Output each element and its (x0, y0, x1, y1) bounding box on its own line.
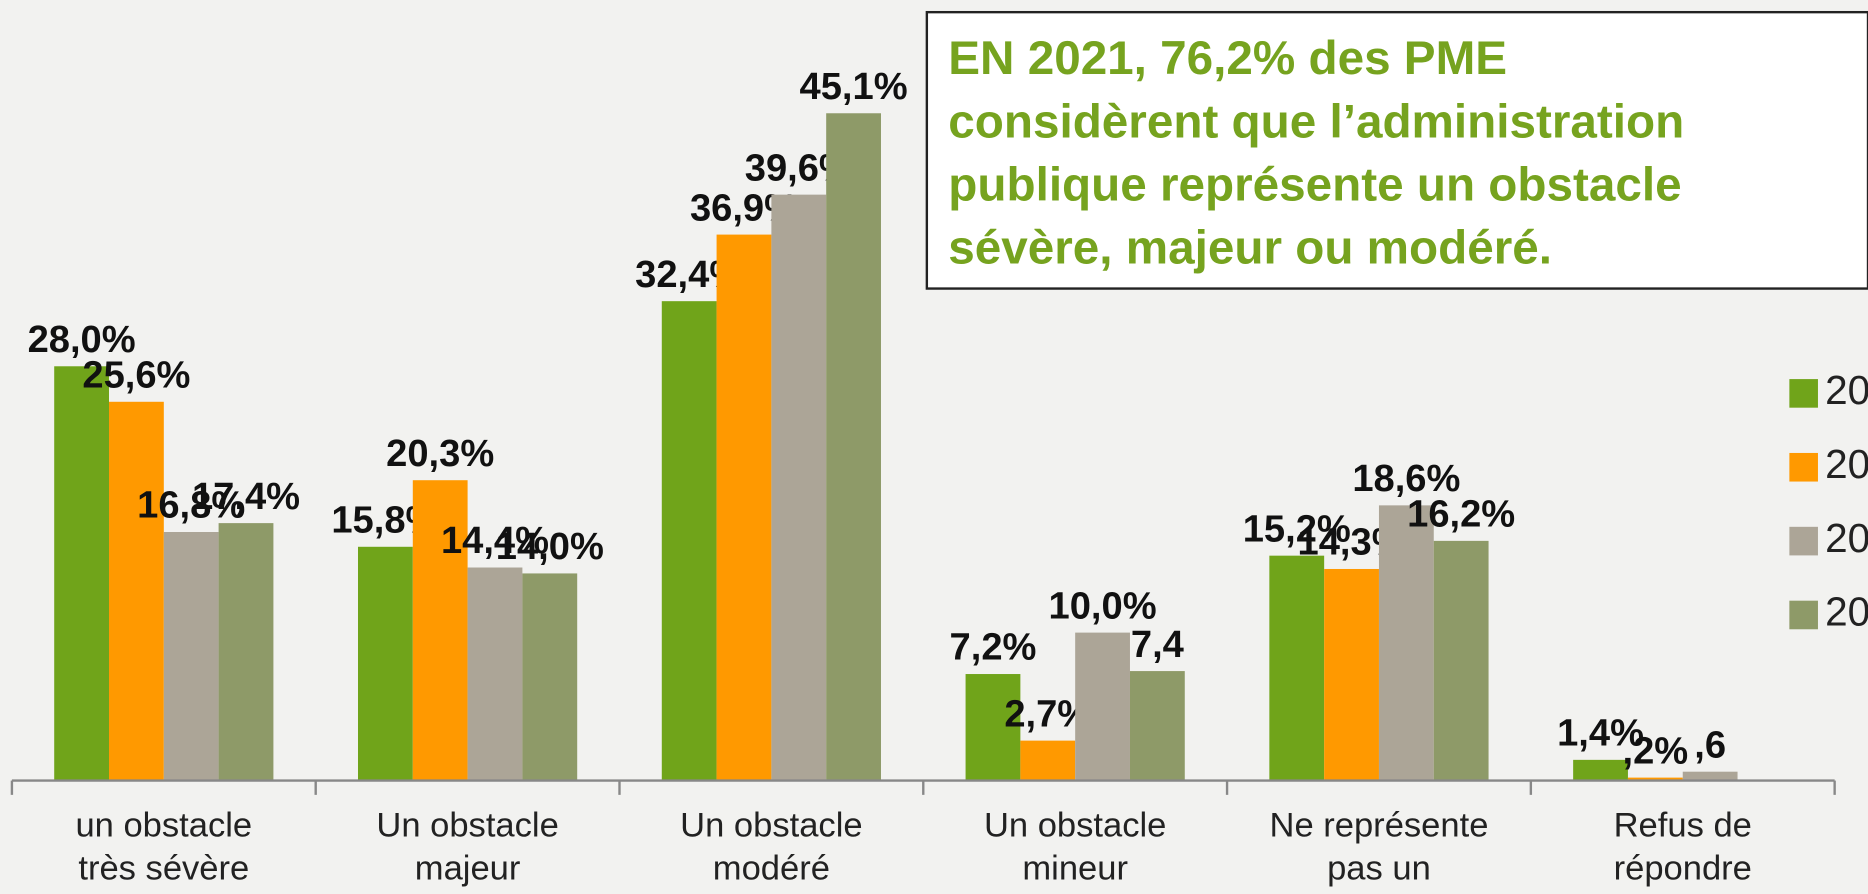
data-label: 28,0% (28, 318, 136, 361)
bar (54, 366, 110, 781)
bar (163, 531, 219, 781)
bar (716, 234, 772, 781)
bar (109, 401, 164, 781)
bar (522, 573, 578, 781)
bar (771, 194, 827, 781)
annotation-box (925, 10, 1868, 290)
bar (1627, 777, 1683, 781)
data-label: 14,4% (441, 519, 549, 562)
data-label: ,6 (1694, 723, 1726, 766)
data-label: 16,8% (137, 484, 245, 527)
data-label: 7,4 (1131, 623, 1184, 666)
bar (1129, 671, 1185, 781)
data-label: ,2% (1623, 729, 1689, 772)
bar (1075, 632, 1130, 781)
data-label: 20,3% (386, 432, 494, 475)
x-tick-label-box: Un obstacle majeur (376, 806, 559, 888)
bar (467, 567, 523, 781)
data-label: 18,6% (1352, 457, 1460, 500)
legend-label: 2019 (1825, 515, 1868, 561)
data-label: 25,6% (82, 353, 190, 396)
data-label: 16,2% (1407, 493, 1515, 536)
legend-swatch (1789, 379, 1818, 408)
legend-swatch (1789, 452, 1818, 482)
legend-swatch (1789, 526, 1818, 556)
bar (1269, 555, 1325, 781)
annotation-line: publique représente un obstacle (948, 158, 1681, 211)
x-tick-label: Ne représente pas un obstacle (1269, 806, 1489, 894)
data-label: 10,0% (1049, 584, 1157, 627)
data-label: 1,4% (1557, 712, 1644, 755)
legend-swatch (1789, 600, 1818, 630)
x-tick-label-box: Un obstacle modéré (680, 806, 863, 888)
bar (1433, 540, 1489, 781)
x-tick-label: Un obstacle modéré (680, 806, 863, 888)
annotation-line: EN 2021, 76,2% des PME (948, 32, 1507, 85)
bar (1573, 759, 1628, 781)
x-tick-label: Refus de répondre (1613, 806, 1752, 888)
bar (1682, 771, 1738, 781)
data-label: 45,1% (800, 65, 908, 108)
data-label: 17,4% (192, 475, 300, 518)
x-tick-label: un obstacle très sévère (75, 806, 253, 888)
bar (1324, 568, 1379, 781)
bar (661, 301, 717, 781)
bar (1378, 505, 1434, 781)
legend-label: 2021 (1825, 367, 1868, 413)
bar (357, 546, 413, 781)
x-tick-label-box: Refus de répondre (1613, 806, 1752, 888)
x-tick-label-box: Un obstacle mineur (983, 806, 1167, 888)
annotation-line: sévère, majeur ou modéré. (948, 222, 1552, 275)
bar (412, 480, 468, 781)
x-tick-label: Un obstacle mineur (983, 806, 1167, 888)
data-label: 14,0% (496, 525, 604, 568)
x-tick-label: Un obstacle majeur (376, 806, 559, 888)
legend-label: 2018 (1825, 589, 1868, 635)
x-tick-label-box: un obstacle très sévère (75, 806, 253, 888)
data-label: 15,2% (1243, 507, 1351, 550)
bar (965, 674, 1021, 781)
bar (826, 113, 881, 781)
data-label: 7,2% (950, 626, 1037, 669)
annotation-line: considèrent que l’administration (948, 95, 1684, 148)
x-tick-label-box: Ne représente pas un obstacle (1269, 806, 1489, 894)
bar (1020, 740, 1076, 781)
bar (218, 523, 274, 781)
